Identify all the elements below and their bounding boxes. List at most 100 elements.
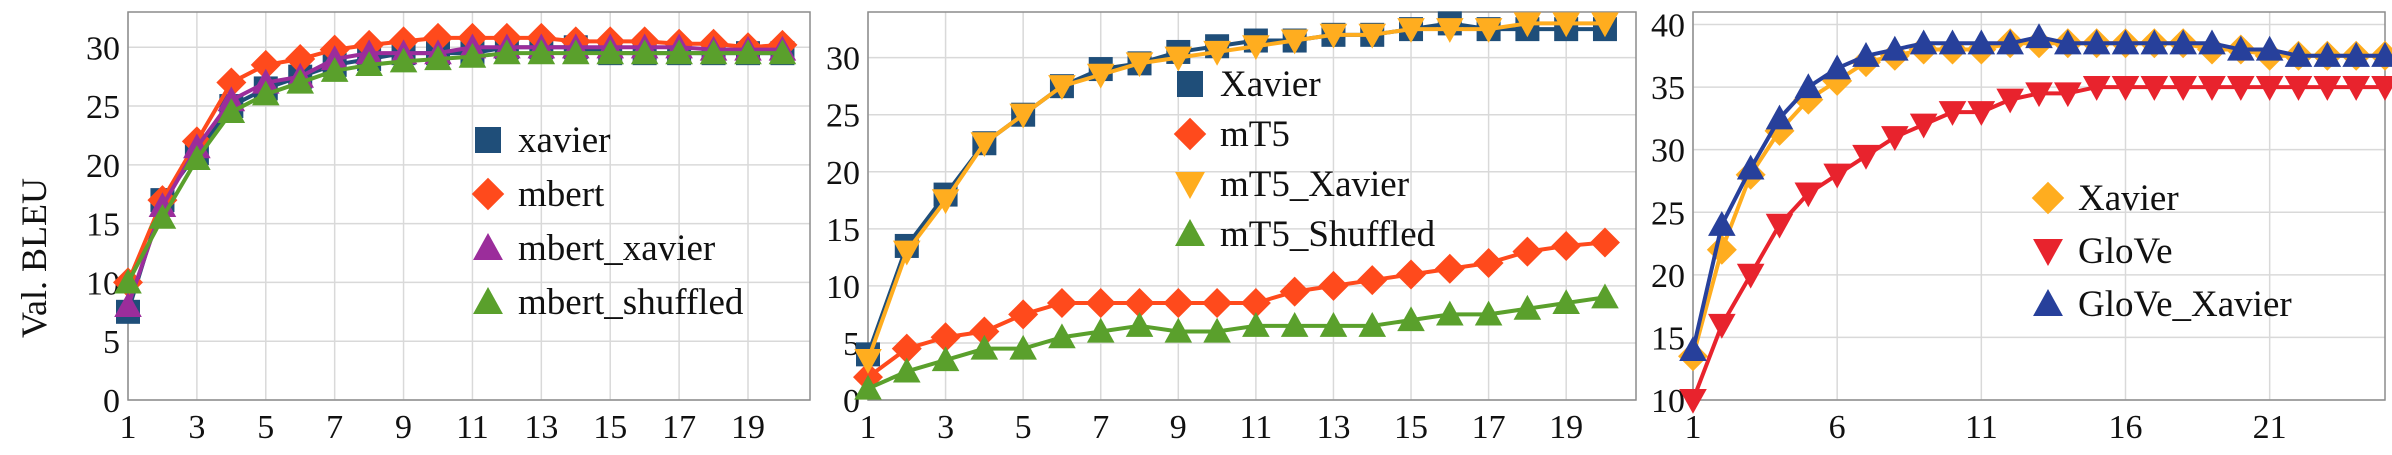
x-tick-label: 7 xyxy=(326,409,343,446)
data-point xyxy=(1434,253,1465,284)
data-point xyxy=(2255,76,2284,101)
data-point xyxy=(285,44,316,75)
y-tick-label: 10 xyxy=(1651,383,1685,420)
data-point xyxy=(1048,323,1076,349)
legend-label: Xavier xyxy=(2078,178,2179,219)
data-point xyxy=(2227,76,2255,101)
x-tick-label: 17 xyxy=(662,409,696,446)
data-point xyxy=(1318,270,1349,301)
data-point xyxy=(424,45,452,71)
data-point xyxy=(1823,163,1851,189)
legend: xavier mbert mbert_xavier mbert_shuffled xyxy=(471,120,744,323)
data-point xyxy=(969,316,1000,347)
legend: Xavier mT5 mT5_Xavier mT5_Shuffled xyxy=(1173,64,1436,255)
data-point xyxy=(2111,76,2140,101)
data-point xyxy=(1163,288,1194,318)
data-point xyxy=(389,47,418,73)
data-point xyxy=(1852,144,1880,170)
data-point xyxy=(1512,236,1543,267)
data-point xyxy=(1591,12,1619,38)
data-point xyxy=(1513,294,1542,320)
y-axis-label: Val. BLEU xyxy=(14,178,54,338)
y-tick-label: 5 xyxy=(843,326,860,363)
data-point xyxy=(1125,52,1154,78)
legend-label: mbert xyxy=(518,174,605,215)
legend-marker xyxy=(1175,219,1205,246)
data-point xyxy=(1679,388,1707,414)
data-point xyxy=(148,203,177,229)
data-point xyxy=(1009,334,1037,360)
series-glove xyxy=(1679,76,2392,414)
x-tick-label: 3 xyxy=(937,409,954,446)
data-point xyxy=(2342,42,2370,67)
y-tick-label: 30 xyxy=(1651,133,1685,170)
data-point xyxy=(2313,76,2342,101)
x-tick-label: 5 xyxy=(1015,409,1032,446)
data-point xyxy=(217,98,246,123)
y-tick-label: 35 xyxy=(1651,70,1685,107)
data-point xyxy=(1242,35,1270,61)
data-point xyxy=(2140,29,2169,55)
legend-label: mbert_xavier xyxy=(518,228,715,269)
data-point xyxy=(1823,54,1851,80)
data-point xyxy=(596,39,625,65)
data-point xyxy=(1203,317,1231,343)
data-point xyxy=(320,56,349,82)
data-point xyxy=(286,68,315,94)
data-point xyxy=(931,346,960,372)
x-tick-label: 19 xyxy=(731,409,765,446)
data-point xyxy=(892,357,921,383)
data-point xyxy=(1794,73,1823,99)
plot-frame xyxy=(867,11,1637,401)
x-tick-label: 19 xyxy=(1549,409,1583,446)
y-tick-label: 10 xyxy=(86,265,120,302)
data-point xyxy=(665,39,693,65)
data-point xyxy=(1909,29,1938,55)
legend-marker xyxy=(473,287,503,314)
data-point xyxy=(1474,18,1503,43)
y-tick-label: 5 xyxy=(103,324,120,361)
legend-marker xyxy=(475,127,501,153)
data-point xyxy=(854,349,882,374)
data-point xyxy=(1736,154,1765,180)
data-point xyxy=(2342,76,2370,101)
data-point xyxy=(458,42,487,68)
data-point xyxy=(114,268,142,294)
x-tick-label: 15 xyxy=(593,409,627,446)
series-mt5-shuffled xyxy=(854,283,1619,400)
data-point xyxy=(1357,265,1388,296)
legend-label: mT5_Shuffled xyxy=(1220,214,1436,255)
data-point xyxy=(892,240,921,266)
y-tick-label: 0 xyxy=(843,383,860,420)
y-tick-label: 25 xyxy=(1651,195,1685,232)
legend-label: mT5_Xavier xyxy=(1220,164,1409,205)
data-point xyxy=(1938,101,1967,126)
data-point xyxy=(2284,76,2313,101)
x-tick-label: 11 xyxy=(1965,409,1998,446)
data-point xyxy=(1736,263,1765,289)
data-point xyxy=(1240,288,1271,318)
y-tick-label: 10 xyxy=(826,269,860,306)
data-point xyxy=(1996,88,2024,114)
data-point xyxy=(1551,230,1582,261)
legend-marker xyxy=(2033,289,2063,316)
data-point xyxy=(1967,101,1996,126)
x-tick-label: 7 xyxy=(1092,409,1109,446)
data-point xyxy=(250,49,281,80)
data-point xyxy=(1009,103,1037,129)
x-tick-label: 9 xyxy=(395,409,412,446)
legend-label: GloVe xyxy=(2078,231,2173,272)
data-point xyxy=(768,39,797,65)
data-point xyxy=(931,189,960,215)
data-point xyxy=(1938,29,1967,55)
data-point xyxy=(1765,104,1794,130)
legend-label: GloVe_Xavier xyxy=(2078,284,2292,325)
legend: Xavier GloVe GloVe_Xavier xyxy=(2031,178,2292,325)
data-point xyxy=(1708,210,1736,236)
y-tick-label: 25 xyxy=(826,98,860,135)
data-point xyxy=(1086,317,1115,343)
y-tick-label: 25 xyxy=(86,89,120,126)
x-tick-label: 11 xyxy=(456,409,489,446)
